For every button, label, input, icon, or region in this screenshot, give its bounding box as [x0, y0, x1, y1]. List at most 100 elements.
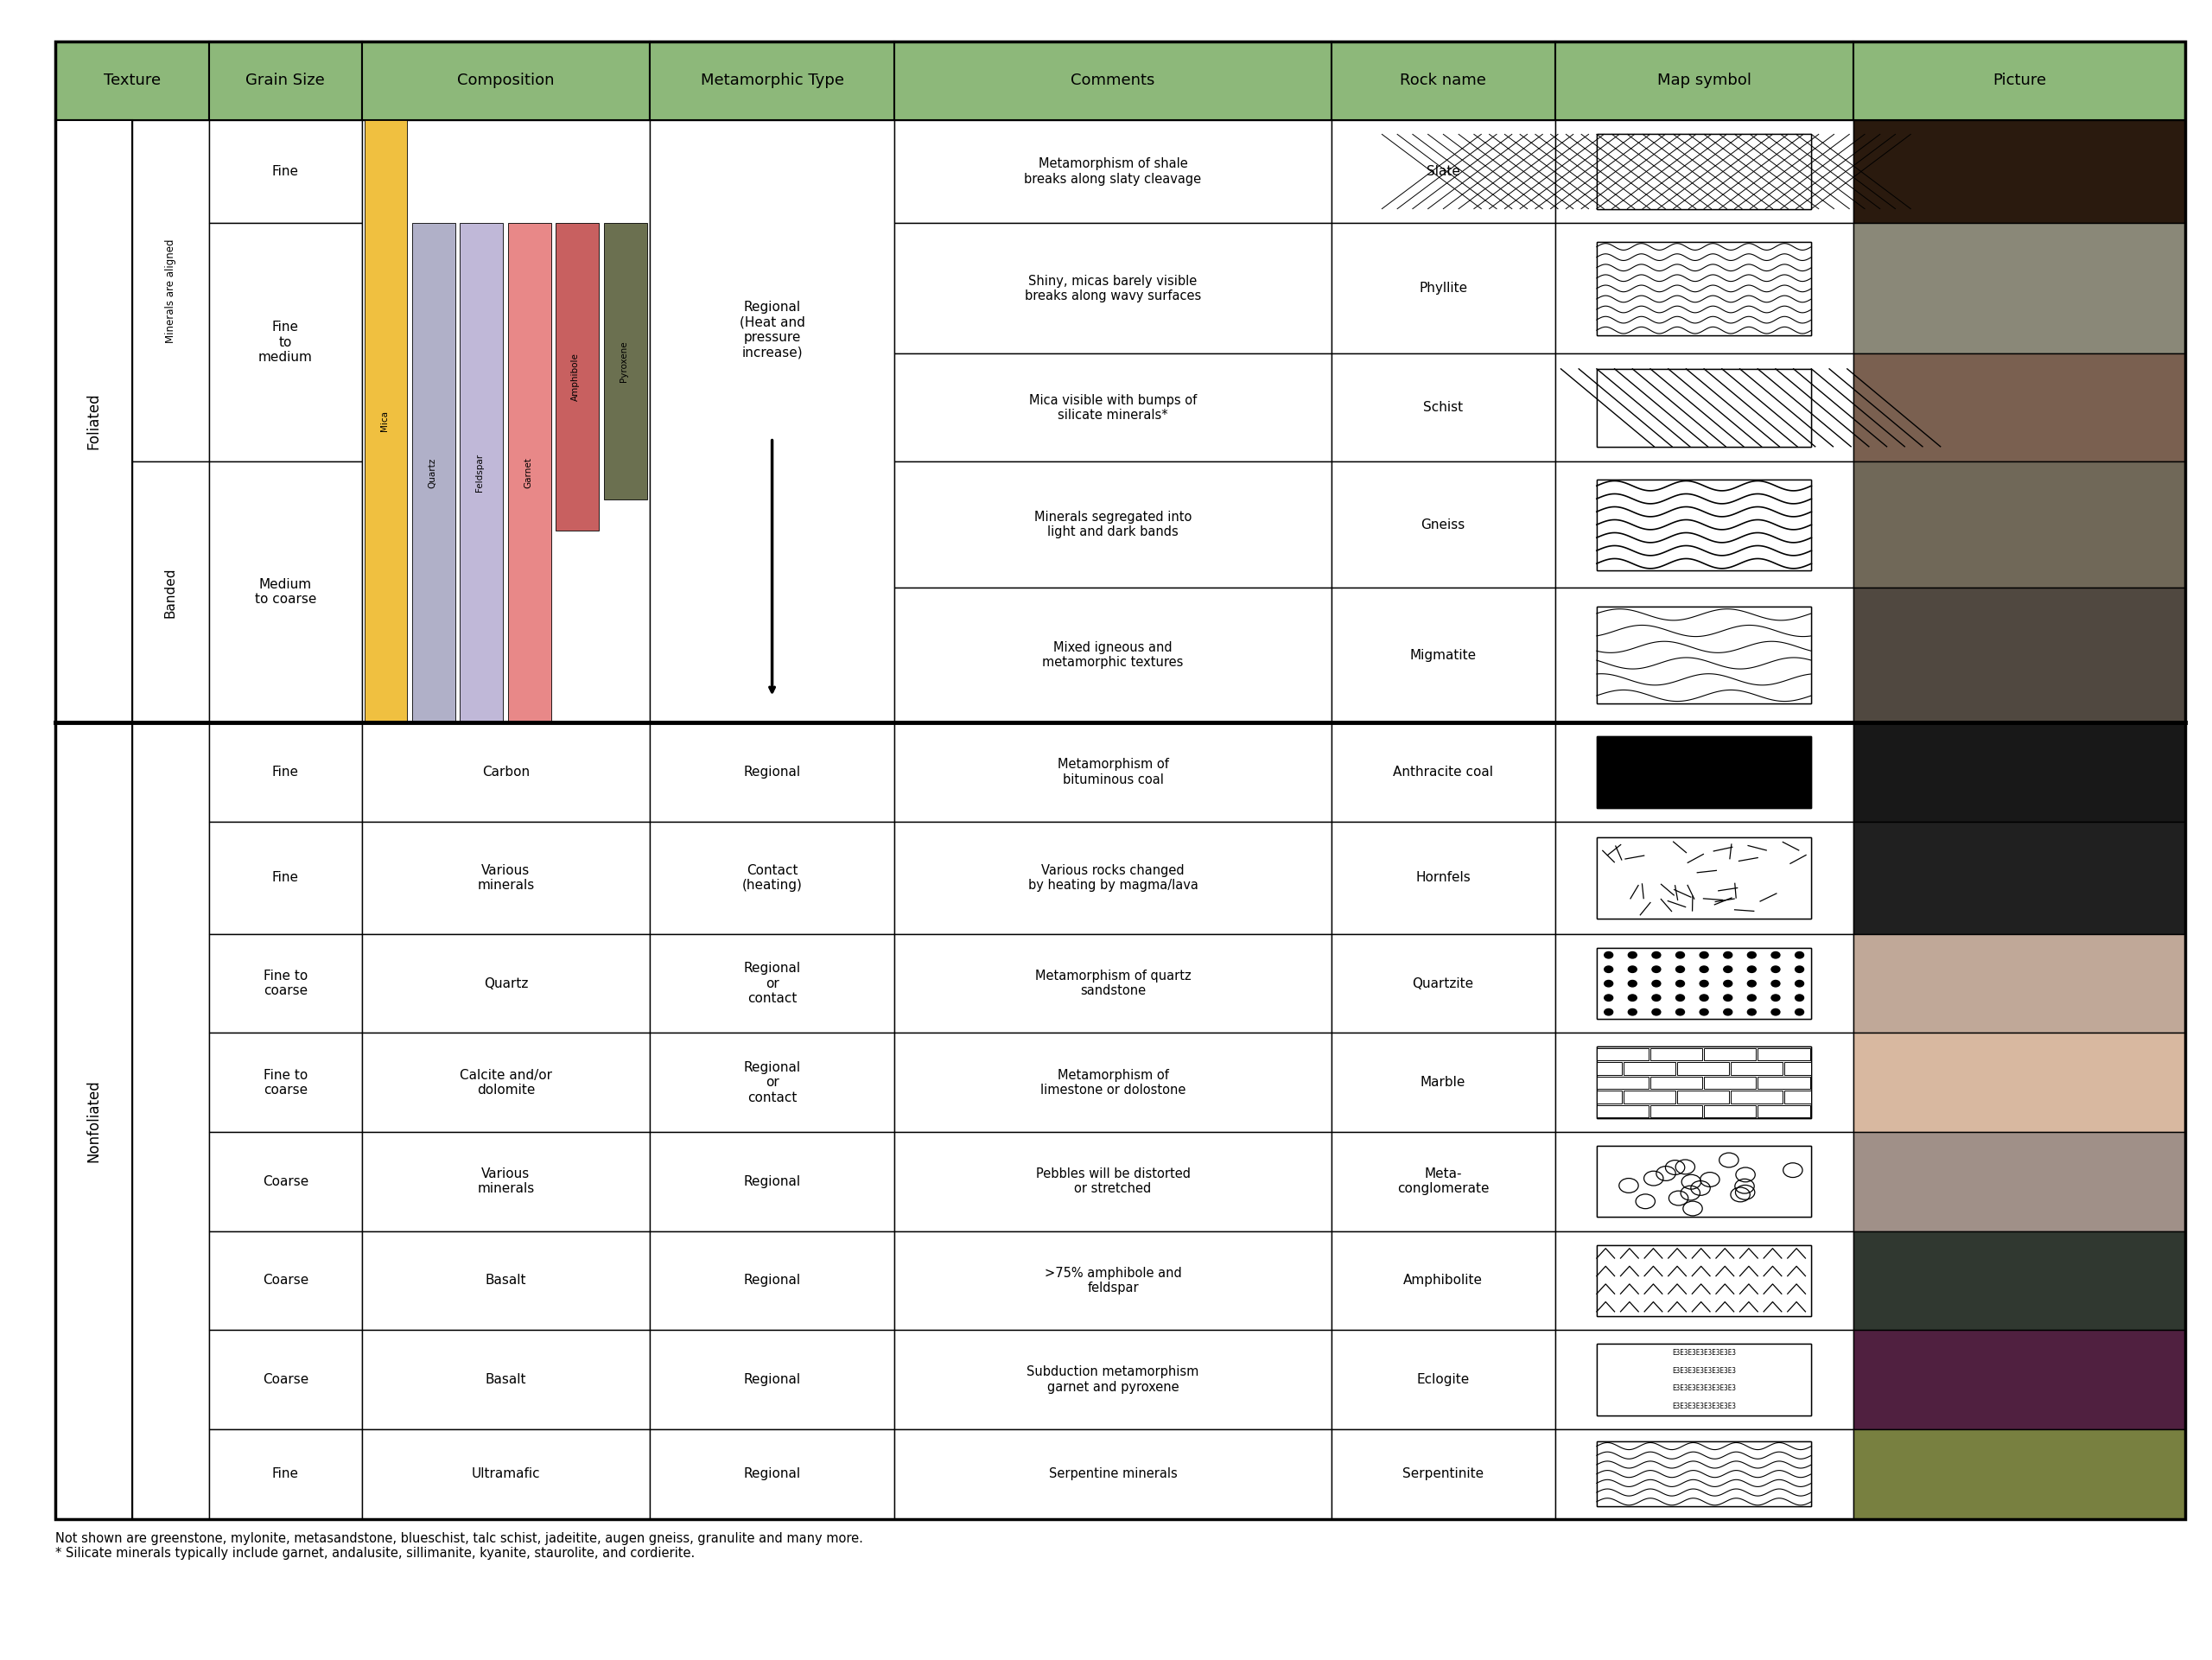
Bar [1597, 1047, 1812, 1119]
Bar [894, 1232, 1332, 1330]
Bar [363, 822, 650, 935]
Circle shape [1652, 951, 1661, 958]
Text: Foliated: Foliated [86, 393, 102, 450]
Bar [1597, 134, 1812, 209]
Circle shape [1677, 1009, 1686, 1016]
Bar [1597, 1345, 1812, 1414]
Bar [1854, 722, 2185, 822]
Bar [1854, 822, 2185, 935]
Text: Hornfels: Hornfels [1416, 872, 1471, 885]
Text: Quartzite: Quartzite [1413, 978, 1473, 989]
Bar [1597, 737, 1812, 808]
Text: Serpentinite: Serpentinite [1402, 1467, 1484, 1481]
Bar [208, 1132, 363, 1232]
Bar [1854, 461, 2185, 588]
Text: Not shown are greenstone, mylonite, metasandstone, blueschist, talc schist, jade: Not shown are greenstone, mylonite, meta… [55, 1532, 863, 1560]
Bar [1597, 1106, 1648, 1117]
Text: Quartz: Quartz [427, 458, 436, 488]
Bar [133, 120, 208, 461]
Circle shape [1604, 1009, 1613, 1016]
Text: Eclogite: Eclogite [1416, 1373, 1469, 1386]
Bar [1555, 588, 1854, 722]
Circle shape [1677, 966, 1686, 973]
Bar [1555, 354, 1854, 461]
Text: E3E3E3E3E3E3E3E3: E3E3E3E3E3E3E3E3 [1672, 1350, 1736, 1356]
Bar [208, 461, 363, 722]
Bar [1597, 837, 1812, 918]
Text: Fine to
coarse: Fine to coarse [263, 969, 307, 998]
Circle shape [1699, 966, 1708, 973]
Bar [1555, 935, 1854, 1033]
Bar [894, 224, 1332, 354]
Bar [208, 1232, 363, 1330]
Text: E3E3E3E3E3E3E3E3: E3E3E3E3E3E3E3E3 [1672, 1403, 1736, 1409]
Bar [363, 1132, 650, 1232]
Text: Regional
(Heat and
pressure
increase): Regional (Heat and pressure increase) [739, 300, 805, 359]
Bar [1332, 42, 1555, 120]
Bar [1785, 1091, 1812, 1104]
Bar [1555, 120, 1854, 224]
Text: Contact
(heating): Contact (heating) [741, 863, 803, 891]
Bar [1555, 1132, 1854, 1232]
Text: Medium
to coarse: Medium to coarse [254, 578, 316, 606]
Circle shape [1723, 966, 1732, 973]
Bar [894, 935, 1332, 1033]
Text: Metamorphism of
limestone or dolostone: Metamorphism of limestone or dolostone [1040, 1069, 1186, 1097]
Bar [1854, 120, 2185, 224]
Text: Ultramafic: Ultramafic [471, 1467, 540, 1481]
Text: >75% amphibole and
feldspar: >75% amphibole and feldspar [1044, 1267, 1181, 1295]
Bar [1854, 588, 2185, 722]
Bar [1555, 1033, 1854, 1132]
Circle shape [1628, 981, 1637, 986]
Bar [208, 822, 363, 935]
Circle shape [1747, 966, 1756, 973]
Circle shape [1796, 966, 1803, 973]
Bar [1785, 1062, 1812, 1074]
Bar [1759, 1106, 1809, 1117]
Bar [1597, 1062, 1621, 1074]
Bar [1650, 1047, 1703, 1061]
Bar [208, 935, 363, 1033]
Bar [650, 822, 894, 935]
Circle shape [1699, 951, 1708, 958]
Text: E3E3E3E3E3E3E3E3: E3E3E3E3E3E3E3E3 [1672, 1366, 1736, 1374]
Bar [363, 120, 650, 722]
Text: Marble: Marble [1420, 1076, 1467, 1089]
Bar [1854, 935, 2185, 1033]
Bar [650, 120, 894, 722]
Bar [1730, 1062, 1783, 1074]
Bar [133, 722, 208, 1519]
Text: Amphibole: Amphibole [571, 354, 580, 402]
Text: Comments: Comments [1071, 73, 1155, 88]
Circle shape [1628, 994, 1637, 1001]
Bar [1597, 480, 1812, 569]
Bar [1597, 606, 1812, 704]
Bar [55, 42, 2185, 1519]
Text: Coarse: Coarse [263, 1273, 307, 1286]
Bar [1854, 224, 2185, 354]
Circle shape [1604, 951, 1613, 958]
Text: Coarse: Coarse [263, 1373, 307, 1386]
Bar [894, 1132, 1332, 1232]
Circle shape [1747, 994, 1756, 1001]
Circle shape [1723, 1009, 1732, 1016]
Bar [1332, 822, 1555, 935]
Bar [133, 461, 208, 722]
Bar [650, 1232, 894, 1330]
Circle shape [1604, 994, 1613, 1001]
Text: Meta-
conglomerate: Meta- conglomerate [1398, 1167, 1489, 1195]
Bar [363, 722, 650, 822]
Bar [1854, 42, 2185, 120]
Bar [365, 120, 407, 722]
Bar [1597, 1047, 1648, 1061]
Bar [1703, 1076, 1756, 1089]
Bar [894, 1429, 1332, 1519]
Circle shape [1772, 981, 1781, 986]
Bar [1597, 1047, 1812, 1119]
Bar [894, 822, 1332, 935]
Circle shape [1772, 994, 1781, 1001]
Circle shape [1796, 981, 1803, 986]
Bar [1597, 480, 1812, 569]
Bar [1597, 948, 1812, 1019]
Bar [1555, 42, 1854, 120]
